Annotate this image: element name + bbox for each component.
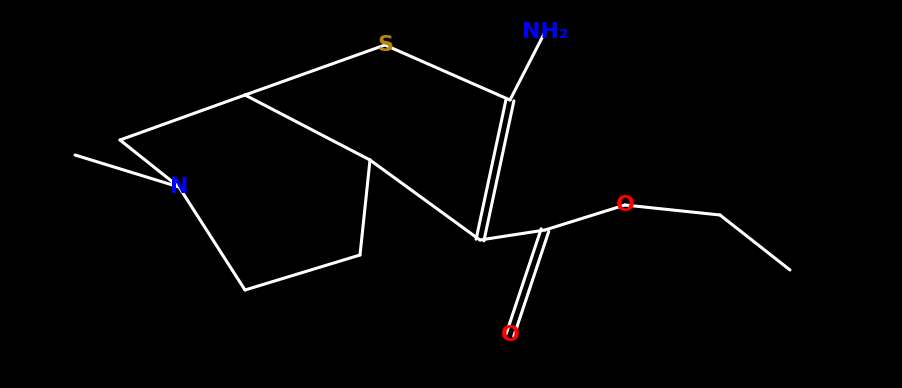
Text: NH₂: NH₂ [521,22,567,42]
Text: N: N [170,177,188,197]
Text: S: S [376,35,392,55]
Text: O: O [615,195,634,215]
Text: O: O [500,325,519,345]
